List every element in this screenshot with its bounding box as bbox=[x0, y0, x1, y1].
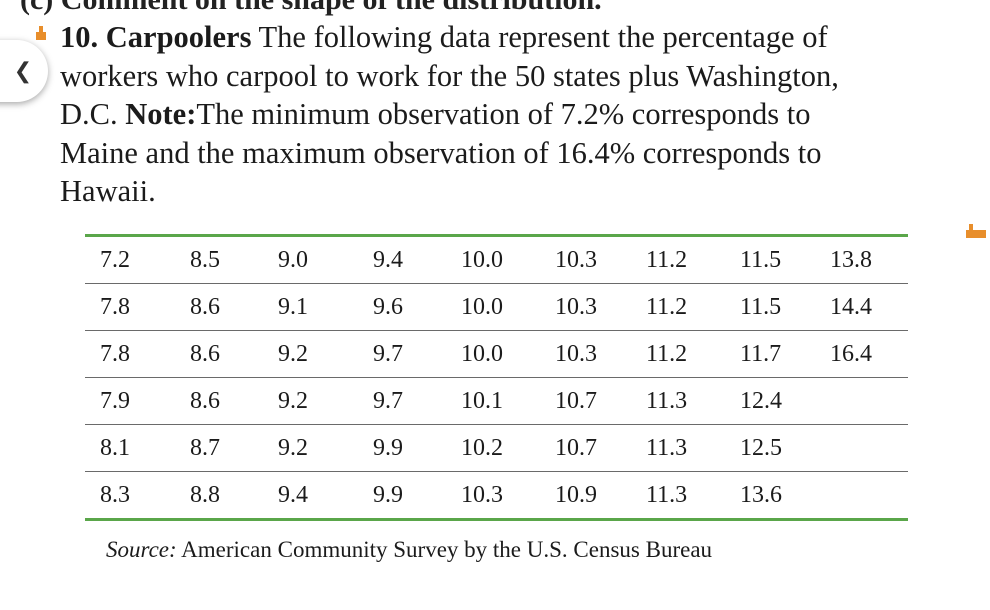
table-row: 8.1 8.7 9.2 9.9 10.2 10.7 11.3 12.5 bbox=[85, 424, 908, 472]
table-cell: 11.5 bbox=[740, 283, 830, 331]
table-cell: 10.1 bbox=[461, 377, 555, 425]
table-cell: 8.1 bbox=[85, 424, 190, 472]
table-cell: 7.8 bbox=[85, 330, 190, 378]
table-row: 8.3 8.8 9.4 9.9 10.3 10.9 11.3 13.6 bbox=[85, 472, 908, 519]
problem-number: 10. bbox=[60, 20, 99, 54]
table-cell: 10.9 bbox=[555, 481, 597, 508]
table-row: 7.2 8.5 9.0 9.4 10.0 10.3 11.2 11.5 13.8 bbox=[85, 237, 908, 284]
table-cell: 8.6 bbox=[190, 330, 278, 378]
table-cell: 10.3 bbox=[555, 283, 646, 331]
table-cell: 9.2 bbox=[278, 330, 373, 378]
table-cell: 8.6 bbox=[190, 377, 278, 425]
problem-line: Maine and the maximum observation of 16.… bbox=[60, 135, 822, 170]
table-cell: 14.4 bbox=[830, 283, 908, 331]
table-cell: 7.2 bbox=[85, 237, 190, 284]
note-label: Note: bbox=[125, 97, 197, 131]
back-button[interactable]: ❮ bbox=[0, 40, 48, 102]
problem-line: Hawaii. bbox=[60, 174, 156, 208]
table-cell: 9.7 bbox=[373, 330, 461, 378]
table-cell: 11.2 bbox=[646, 283, 740, 331]
table-cell: 12.5 bbox=[740, 424, 830, 472]
table-cell: 8.6 bbox=[190, 283, 278, 331]
table-row: 7.8 8.6 9.1 9.6 10.0 10.3 11.2 11.5 14.4 bbox=[85, 283, 908, 331]
table-cell: 9.4 bbox=[373, 237, 461, 284]
source-text: American Community Survey by the U.S. Ce… bbox=[181, 537, 713, 562]
table-cell: 16.4 bbox=[830, 330, 908, 378]
table-cell: 8.5 bbox=[190, 237, 278, 284]
previous-problem-fragment: (c) Comment on the shape of the distribu… bbox=[20, 0, 602, 17]
problem-line: The minimum observation of 7.2% correspo… bbox=[196, 97, 811, 131]
table-cell: 9.6 bbox=[373, 283, 461, 331]
table-cell: 11.3 bbox=[646, 481, 688, 508]
data-table: 7.2 8.5 9.0 9.4 10.0 10.3 11.2 11.5 13.8 7.8 8.6 9.… bbox=[85, 234, 908, 521]
table-cell: 8.3 bbox=[100, 481, 130, 508]
source-label: Source: bbox=[106, 537, 177, 562]
problem-line: workers who carpool to work for the 50 s… bbox=[60, 58, 839, 93]
problem-text: 10. Carpoolers The following data repres… bbox=[60, 18, 960, 211]
table-cell bbox=[830, 424, 908, 472]
table-cell: 11.3 bbox=[646, 377, 740, 425]
table-cell: 11.3 bbox=[646, 424, 740, 472]
table-cell: 9.2 bbox=[278, 377, 373, 425]
table-cell: 10.7 bbox=[555, 424, 646, 472]
table-cell: 10.3 bbox=[555, 237, 646, 284]
table-cell: 10.0 bbox=[461, 237, 555, 284]
table-cell: 7.8 bbox=[85, 283, 190, 331]
table-cell: 10.3 bbox=[461, 481, 503, 508]
source-note: Source: American Community Survey by the… bbox=[106, 537, 712, 563]
table-row: 7.9 8.6 9.2 9.7 10.1 10.7 11.3 12.4 bbox=[85, 377, 908, 425]
table-cell: 9.9 bbox=[373, 424, 461, 472]
chevron-left-icon: ❮ bbox=[13, 58, 33, 84]
table-cell: 10.2 bbox=[461, 424, 555, 472]
problem-marker-icon bbox=[36, 26, 46, 40]
table-cell: 13.8 bbox=[830, 237, 908, 284]
table-cell: 10.7 bbox=[555, 377, 646, 425]
table-row: 7.8 8.6 9.2 9.7 10.0 10.3 11.2 11.7 16.4 bbox=[85, 330, 908, 378]
table-cell: 9.9 bbox=[373, 481, 403, 508]
table-cell bbox=[830, 472, 908, 519]
problem-line: D.C. bbox=[60, 97, 118, 131]
side-marker-icon bbox=[966, 224, 986, 238]
table-cell: 7.9 bbox=[85, 377, 190, 425]
table-cell: 9.7 bbox=[373, 377, 461, 425]
table-cell: 8.7 bbox=[190, 424, 278, 472]
table-cell bbox=[830, 377, 908, 425]
table-cell: 8.8 bbox=[190, 481, 220, 508]
table-cell: 10.0 bbox=[461, 283, 555, 331]
table-cell: 9.2 bbox=[278, 424, 373, 472]
problem-line: The following data represent the percent… bbox=[258, 20, 828, 54]
table-cell: 12.4 bbox=[740, 377, 830, 425]
table-cell: 11.2 bbox=[646, 237, 740, 284]
table-cell: 9.0 bbox=[278, 237, 373, 284]
table-cell: 10.0 bbox=[461, 330, 555, 378]
table-cell: 11.2 bbox=[646, 330, 740, 378]
table-cell: 9.1 bbox=[278, 283, 373, 331]
table-cell: 13.6 bbox=[740, 481, 782, 508]
table-cell: 11.7 bbox=[740, 330, 830, 378]
table-cell: 10.3 bbox=[555, 330, 646, 378]
table-cell: 9.4 bbox=[278, 481, 308, 508]
table-cell: 11.5 bbox=[740, 237, 830, 284]
problem-title: Carpoolers bbox=[105, 20, 252, 54]
